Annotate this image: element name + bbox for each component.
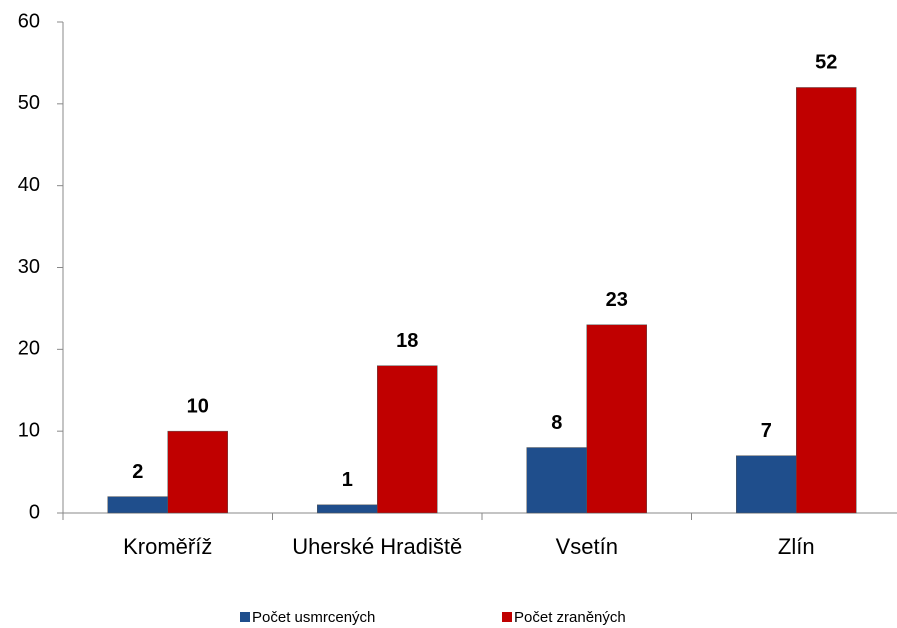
bar <box>107 496 168 514</box>
bar <box>167 430 228 514</box>
legend-label: Počet usmrcených <box>252 609 375 626</box>
y-tick-label: 60 <box>18 10 40 32</box>
bar <box>796 87 857 514</box>
data-label: 1 <box>342 469 353 491</box>
bar <box>317 504 378 514</box>
bar <box>526 447 587 514</box>
y-tick-label: 30 <box>18 256 40 278</box>
data-label: 18 <box>396 330 418 352</box>
y-tick-label: 0 <box>29 501 40 523</box>
x-tick-label: Vsetín <box>556 534 618 559</box>
y-tick-label: 40 <box>18 174 40 196</box>
bar <box>377 365 438 514</box>
x-tick-label: Kroměříž <box>123 534 212 559</box>
y-tick-label: 10 <box>18 419 40 441</box>
legend-swatch <box>240 612 250 622</box>
data-label: 52 <box>815 52 837 74</box>
bar <box>586 324 647 514</box>
x-tick-label: Uherské Hradiště <box>292 534 462 559</box>
y-tick-label: 50 <box>18 92 40 114</box>
y-tick-label: 20 <box>18 338 40 360</box>
data-label: 7 <box>761 420 772 442</box>
x-tick-label: Zlín <box>778 534 815 559</box>
data-label: 8 <box>551 412 562 434</box>
bar <box>736 455 797 514</box>
data-label: 23 <box>606 289 628 311</box>
legend-swatch <box>502 612 512 622</box>
data-label: 2 <box>132 461 143 483</box>
data-label: 10 <box>187 395 209 417</box>
legend-label: Počet zraněných <box>514 609 626 626</box>
